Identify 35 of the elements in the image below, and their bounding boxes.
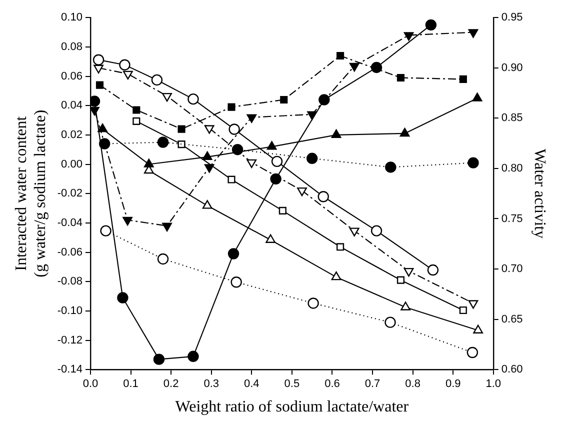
y-tick-label: 0.02 xyxy=(61,128,82,141)
y-tick-label: -0.06 xyxy=(57,246,82,258)
y2-tick-label: 0.90 xyxy=(501,62,523,74)
x-axis-title: Weight ratio of sodium lactate/water xyxy=(175,398,410,416)
y2-tick-label: 0.70 xyxy=(501,263,523,276)
x-tick-label: 0.8 xyxy=(405,378,420,390)
x-tick-label: 0.3 xyxy=(204,378,219,390)
x-tick-label: 0.2 xyxy=(163,378,179,390)
y-axis-title: Interacted water content (g water/g sodium lactate) xyxy=(12,110,50,278)
y2-tick-label: 0.85 xyxy=(501,112,523,124)
y2-axis-title: Water activity xyxy=(531,148,548,238)
y-tick-label: 0.00 xyxy=(61,158,82,170)
y-tick-label: 0.06 xyxy=(61,70,82,82)
x-tick-label: 0.7 xyxy=(364,378,380,390)
y-tick-label: -0.04 xyxy=(57,216,82,229)
y-tick-label: -0.14 xyxy=(57,364,82,376)
y-tick-label: 0.08 xyxy=(61,40,82,53)
x-tick-label: 0.1 xyxy=(123,378,138,390)
y-tick-label: -0.02 xyxy=(57,188,82,200)
x-tick-label: 1.0 xyxy=(486,378,502,390)
x-tick-label: 0.5 xyxy=(284,378,300,390)
y-tick-label: -0.12 xyxy=(57,334,82,346)
y-tick-label: 0.04 xyxy=(61,100,82,112)
x-tick-label: 0.4 xyxy=(244,378,260,390)
y-tick-label: -0.10 xyxy=(57,304,82,317)
y2-tick-label: 0.80 xyxy=(501,162,523,174)
x-tick-label: 0.0 xyxy=(82,378,98,390)
y2-tick-label: 0.95 xyxy=(501,12,523,24)
y2-tick-label: 0.75 xyxy=(501,212,523,225)
y-tick-label: -0.08 xyxy=(57,276,82,288)
x-tick-label: 0.9 xyxy=(445,378,461,390)
y2-tick-label: 0.65 xyxy=(501,313,523,326)
y2-tick-label: 0.60 xyxy=(501,364,523,376)
y-tick-label: 0.10 xyxy=(61,12,82,24)
x-tick-label: 0.6 xyxy=(324,378,340,390)
